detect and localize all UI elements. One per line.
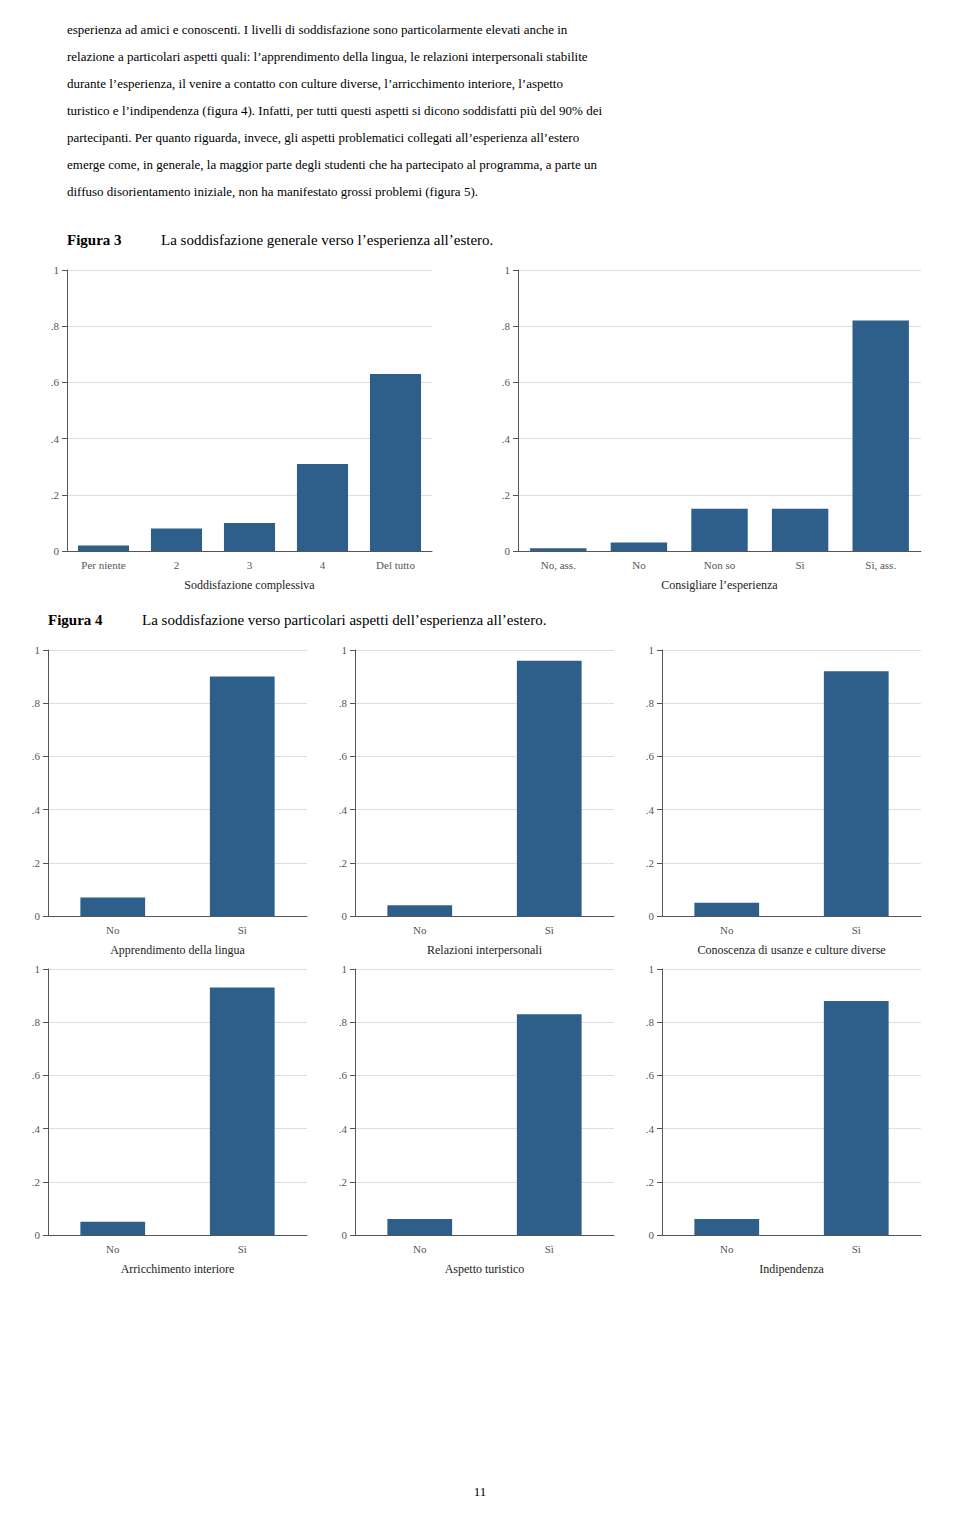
svg-text:.4: .4 [502, 433, 511, 445]
svg-text:.2: .2 [502, 489, 510, 501]
svg-text:diffuso disorientamento inizia: diffuso disorientamento iniziale, non ha… [67, 184, 478, 199]
svg-text:Consigliare l’esperienza: Consigliare l’esperienza [661, 578, 778, 592]
svg-text:Aspetto turistico: Aspetto turistico [445, 1262, 525, 1276]
svg-text:Del tutto: Del tutto [376, 559, 415, 571]
svg-text:Sì: Sì [852, 1243, 861, 1255]
svg-text:.6: .6 [32, 750, 41, 762]
svg-text:.2: .2 [339, 1176, 347, 1188]
svg-text:.2: .2 [51, 489, 59, 501]
svg-text:.6: .6 [32, 1069, 41, 1081]
svg-text:Sì: Sì [852, 924, 861, 936]
svg-text:.6: .6 [646, 750, 655, 762]
svg-text:.6: .6 [502, 376, 511, 388]
svg-text:0: 0 [342, 1229, 348, 1241]
svg-text:0: 0 [54, 545, 60, 557]
svg-text:Conoscenza di usanze e culture: Conoscenza di usanze e culture diverse [697, 943, 885, 957]
svg-text:.6: .6 [339, 750, 348, 762]
svg-text:esperienza ad amici e conoscen: esperienza ad amici e conoscenti. I live… [67, 22, 568, 37]
svg-text:No: No [632, 559, 646, 571]
svg-text:relazione a particolari aspett: relazione a particolari aspetti quali: l… [67, 49, 588, 64]
svg-text:.8: .8 [32, 1016, 41, 1028]
svg-text:.2: .2 [339, 857, 347, 869]
svg-text:Arricchimento interiore: Arricchimento interiore [121, 1262, 235, 1276]
svg-text:.8: .8 [646, 697, 655, 709]
svg-text:No: No [106, 1243, 120, 1255]
svg-text:Relazioni interpersonali: Relazioni interpersonali [427, 943, 543, 957]
svg-text:Per niente: Per niente [81, 559, 125, 571]
svg-text:.8: .8 [51, 320, 60, 332]
svg-text:Sì: Sì [796, 559, 805, 571]
svg-text:No: No [413, 1243, 427, 1255]
svg-text:durante l’esperienza, il venir: durante l’esperienza, il venire a contat… [67, 76, 563, 91]
svg-text:0: 0 [35, 910, 41, 922]
svg-text:Soddisfazione complessiva: Soddisfazione complessiva [184, 578, 315, 592]
svg-text:.4: .4 [51, 433, 60, 445]
svg-text:La soddisfazione generale vers: La soddisfazione generale verso l’esperi… [161, 232, 493, 248]
svg-text:partecipanti. Per quanto rigua: partecipanti. Per quanto riguarda, invec… [67, 130, 579, 145]
svg-text:1: 1 [342, 644, 348, 656]
svg-text:.2: .2 [646, 857, 654, 869]
svg-text:.2: .2 [646, 1176, 654, 1188]
svg-text:.6: .6 [646, 1069, 655, 1081]
svg-text:.4: .4 [32, 804, 41, 816]
svg-text:Indipendenza: Indipendenza [759, 1262, 824, 1276]
svg-text:1: 1 [54, 264, 60, 276]
svg-text:Non so: Non so [704, 559, 736, 571]
svg-text:.8: .8 [646, 1016, 655, 1028]
svg-text:.8: .8 [339, 1016, 348, 1028]
svg-text:11: 11 [474, 1484, 487, 1499]
svg-text:.4: .4 [32, 1123, 41, 1135]
svg-text:0: 0 [35, 1229, 41, 1241]
svg-text:Sì, ass.: Sì, ass. [865, 559, 896, 571]
svg-text:.4: .4 [646, 1123, 655, 1135]
svg-text:.6: .6 [51, 376, 60, 388]
svg-text:emerge come, in generale, la m: emerge come, in generale, la maggior par… [67, 157, 598, 172]
svg-text:Sì: Sì [238, 1243, 247, 1255]
svg-text:.6: .6 [339, 1069, 348, 1081]
svg-text:Figura 3: Figura 3 [67, 232, 122, 248]
svg-text:.4: .4 [646, 804, 655, 816]
svg-text:No: No [720, 1243, 734, 1255]
svg-text:.8: .8 [502, 320, 511, 332]
svg-text:No: No [106, 924, 120, 936]
svg-text:0: 0 [342, 910, 348, 922]
svg-text:1: 1 [649, 644, 655, 656]
svg-text:1: 1 [505, 264, 511, 276]
svg-text:0: 0 [649, 1229, 655, 1241]
svg-text:No, ass.: No, ass. [541, 559, 576, 571]
svg-text:Sì: Sì [545, 924, 554, 936]
svg-text:1: 1 [35, 644, 41, 656]
svg-text:1: 1 [342, 963, 348, 975]
svg-text:3: 3 [247, 559, 253, 571]
svg-text:Sì: Sì [545, 1243, 554, 1255]
svg-text:turistico e l’indipendenza (fi: turistico e l’indipendenza (figura 4). I… [67, 103, 602, 118]
svg-text:La soddisfazione verso partico: La soddisfazione verso particolari aspet… [142, 612, 546, 628]
svg-text:.8: .8 [339, 697, 348, 709]
svg-text:.4: .4 [339, 1123, 348, 1135]
svg-text:Apprendimento della lingua: Apprendimento della lingua [110, 943, 245, 957]
svg-text:.2: .2 [32, 1176, 40, 1188]
svg-text:No: No [720, 924, 734, 936]
svg-text:2: 2 [174, 559, 180, 571]
svg-text:Sì: Sì [238, 924, 247, 936]
svg-text:1: 1 [35, 963, 41, 975]
svg-text:.8: .8 [32, 697, 41, 709]
svg-text:Figura 4: Figura 4 [48, 612, 103, 628]
svg-text:0: 0 [649, 910, 655, 922]
svg-text:1: 1 [649, 963, 655, 975]
svg-text:.2: .2 [32, 857, 40, 869]
svg-text:4: 4 [320, 559, 326, 571]
svg-text:.4: .4 [339, 804, 348, 816]
svg-text:0: 0 [505, 545, 511, 557]
svg-text:No: No [413, 924, 427, 936]
